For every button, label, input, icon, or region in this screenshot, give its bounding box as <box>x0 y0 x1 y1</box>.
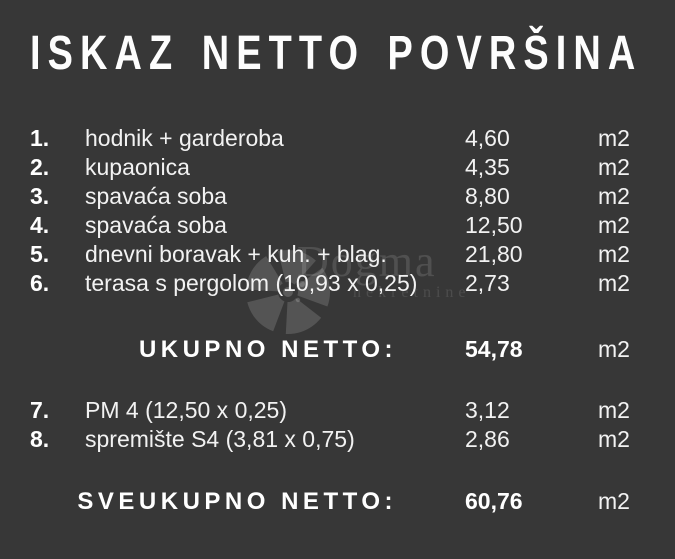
table-row: 6. terasa s pergolom (10,93 x 0,25) 2,73… <box>30 269 675 298</box>
table-row: 8. spremište S4 (3,81 x 0,75) 2,86 m2 <box>30 425 675 454</box>
row-number: 1. <box>30 125 50 151</box>
row-description: spavaća soba <box>85 183 227 209</box>
grand-total-value: 60,76 <box>465 488 523 514</box>
row-unit: m2 <box>598 397 630 423</box>
subtotal-row: UKUPNO NETTO: 54,78 m2 <box>30 335 675 364</box>
row-area-value: 3,12 <box>465 397 510 423</box>
area-rows: 1. hodnik + garderoba 4,60 m2 2. kupaoni… <box>30 124 675 298</box>
row-area-value: 8,80 <box>465 183 510 209</box>
table-row: 4. spavaća soba 12,50 m2 <box>30 211 675 240</box>
row-description: terasa s pergolom (10,93 x 0,25) <box>85 270 418 296</box>
table-row: 3. spavaća soba 8,80 m2 <box>30 182 675 211</box>
table-row: 1. hodnik + garderoba 4,60 m2 <box>30 124 675 153</box>
row-description: kupaonica <box>85 154 190 180</box>
extra-area-rows: 7. PM 4 (12,50 x 0,25) 3,12 m2 8. spremi… <box>30 396 675 454</box>
row-unit: m2 <box>598 270 630 296</box>
table-row: 5. dnevni boravak + kuh. + blag. 21,80 m… <box>30 240 675 269</box>
subtotal-unit: m2 <box>598 336 630 362</box>
row-unit: m2 <box>598 125 630 151</box>
grand-total-row: SVEUKUPNO NETTO: 60,76 m2 <box>30 487 675 516</box>
row-area-value: 2,73 <box>465 270 510 296</box>
row-area-value: 4,60 <box>465 125 510 151</box>
row-area-value: 2,86 <box>465 426 510 452</box>
row-number: 5. <box>30 241 50 267</box>
row-description: spremište S4 (3,81 x 0,75) <box>85 426 355 452</box>
row-number: 7. <box>30 397 50 423</box>
subtotal-label: UKUPNO NETTO: <box>138 336 397 363</box>
row-number: 6. <box>30 270 50 296</box>
row-unit: m2 <box>598 183 630 209</box>
row-unit: m2 <box>598 426 630 452</box>
row-area-value: 4,35 <box>465 154 510 180</box>
row-number: 2. <box>30 154 50 180</box>
row-number: 4. <box>30 212 50 238</box>
row-unit: m2 <box>598 212 630 238</box>
grand-total-block: SVEUKUPNO NETTO: 60,76 m2 <box>30 487 675 516</box>
row-number: 3. <box>30 183 50 209</box>
page-title: ISKAZ NETTO POVRŠINA <box>30 27 643 80</box>
row-number: 8. <box>30 426 50 452</box>
row-description: hodnik + garderoba <box>85 125 284 151</box>
row-area-value: 12,50 <box>465 212 523 238</box>
row-unit: m2 <box>598 154 630 180</box>
row-description: dnevni boravak + kuh. + blag. <box>85 241 387 267</box>
row-description: PM 4 (12,50 x 0,25) <box>85 397 287 423</box>
row-unit: m2 <box>598 241 630 267</box>
subtotal-value: 54,78 <box>465 336 523 362</box>
subtotal-block: UKUPNO NETTO: 54,78 m2 <box>30 335 675 364</box>
table-row: 2. kupaonica 4,35 m2 <box>30 153 675 182</box>
table-row: 7. PM 4 (12,50 x 0,25) 3,12 m2 <box>30 396 675 425</box>
content: ISKAZ NETTO POVRŠINA 1. hodnik + gardero… <box>30 27 675 516</box>
grand-total-unit: m2 <box>598 488 630 514</box>
row-area-value: 21,80 <box>465 241 523 267</box>
row-description: spavaća soba <box>85 212 227 238</box>
grand-total-label: SVEUKUPNO NETTO: <box>77 488 397 515</box>
